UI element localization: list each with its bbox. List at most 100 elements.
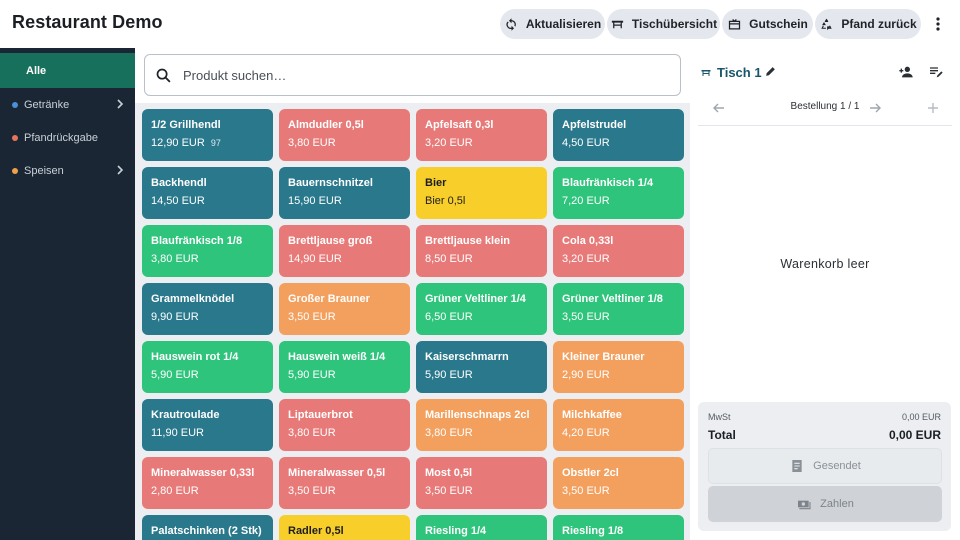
table-overview-button[interactable]: Tischübersicht xyxy=(607,9,720,39)
product-name: Palatschinken (2 Stk) xyxy=(151,525,262,537)
product-name: Mineralwasser 0,5l xyxy=(288,467,386,479)
product-tile[interactable]: Kleiner Brauner 2,90 EUR xyxy=(553,341,684,393)
product-tile[interactable]: Obstler 2cl 3,50 EUR xyxy=(553,457,684,509)
product-tile[interactable]: Riesling 1/8 xyxy=(553,515,684,540)
product-tile[interactable]: Bier Bier 0,5l xyxy=(416,167,547,219)
sent-button[interactable]: Gesendet xyxy=(708,448,942,484)
order-navigation: Bestellung 1 / 1 xyxy=(698,94,952,126)
product-price: 4,50 EUR xyxy=(562,137,675,149)
refresh-icon xyxy=(506,17,516,31)
table-title-label: Tisch 1 xyxy=(717,65,762,80)
product-price: 3,20 EUR xyxy=(562,253,675,265)
product-price-value: 8,50 EUR xyxy=(425,253,473,265)
product-tile[interactable]: Riesling 1/4 xyxy=(416,515,547,540)
refresh-button[interactable]: Aktualisieren xyxy=(500,9,605,39)
product-price-value: 2,80 EUR xyxy=(151,485,199,497)
sidebar-item-food[interactable]: Speisen xyxy=(0,154,135,187)
product-search[interactable] xyxy=(144,54,681,96)
product-tile[interactable]: Kaiserschmarrn 5,90 EUR xyxy=(416,341,547,393)
add-order-icon[interactable] xyxy=(926,101,940,115)
product-stock: 97 xyxy=(210,138,221,148)
product-price-value: 14,50 EUR xyxy=(151,195,205,207)
product-name: Grammelknödel xyxy=(151,293,235,305)
total-value: 0,00 EUR xyxy=(888,428,941,442)
product-name: Riesling 1/4 xyxy=(425,525,487,537)
product-tile[interactable]: Palatschinken (2 Stk) xyxy=(142,515,273,540)
product-name: Hauswein weiß 1/4 xyxy=(288,351,386,363)
table-title[interactable]: Tisch 1 xyxy=(700,65,762,80)
sidebar-item-drinks[interactable]: Getränke xyxy=(0,88,135,121)
product-tile[interactable]: Radler 0,5l xyxy=(279,515,410,540)
sidebar-item-all[interactable]: Alle xyxy=(0,53,135,88)
product-price: 2,90 EUR xyxy=(562,369,675,381)
empty-cart-text: Warenkorb leer xyxy=(780,257,870,271)
product-name: Bier xyxy=(425,177,447,189)
product-name: Kleiner Brauner xyxy=(562,351,645,363)
product-tile[interactable]: Grüner Veltliner 1/4 6,50 EUR xyxy=(416,283,547,335)
product-tile[interactable]: Blaufränkisch 1/8 3,80 EUR xyxy=(142,225,273,277)
product-name: Blaufränkisch 1/8 xyxy=(151,235,243,247)
product-tile[interactable]: Hauswein rot 1/4 5,90 EUR xyxy=(142,341,273,393)
add-guest-icon[interactable] xyxy=(898,64,914,80)
product-price-value: 4,50 EUR xyxy=(562,137,610,149)
product-tile[interactable]: Großer Brauner 3,50 EUR xyxy=(279,283,410,335)
product-tile[interactable]: Grammelknödel 9,90 EUR xyxy=(142,283,273,335)
product-name: Brettljause klein xyxy=(425,235,510,247)
deposit-return-button[interactable]: Pfand zurück xyxy=(815,9,921,39)
product-tile[interactable]: Most 0,5l 3,50 EUR xyxy=(416,457,547,509)
product-price: 3,50 EUR xyxy=(425,485,538,497)
product-tile[interactable]: Bauernschnitzel 15,90 EUR xyxy=(279,167,410,219)
arrow-left-icon[interactable] xyxy=(712,101,726,115)
voucher-button[interactable]: Gutschein xyxy=(722,9,813,39)
product-tile[interactable]: Backhendl 14,50 EUR xyxy=(142,167,273,219)
product-price: 14,50 EUR xyxy=(151,195,264,207)
product-tile[interactable]: Blaufränkisch 1/4 7,20 EUR xyxy=(553,167,684,219)
sidebar-item-deposit-return[interactable]: Pfandrückgabe xyxy=(0,121,135,154)
more-vert-icon[interactable] xyxy=(928,14,948,34)
product-price-value: 3,80 EUR xyxy=(425,427,473,439)
product-tile[interactable]: Brettljause klein 8,50 EUR xyxy=(416,225,547,277)
pencil-icon[interactable] xyxy=(764,65,777,78)
product-tile[interactable]: 1/2 Grillhendl 12,90 EUR 97 xyxy=(142,109,273,161)
search-input[interactable] xyxy=(183,65,663,85)
product-tile[interactable]: Cola 0,33l 3,20 EUR xyxy=(553,225,684,277)
order-summary: MwSt 0,00 EUR Total 0,00 EUR Gesendet Za… xyxy=(698,402,951,531)
product-name: Blaufränkisch 1/4 xyxy=(562,177,654,189)
recycle-icon xyxy=(821,18,832,30)
product-grid-area: 1/2 Grillhendl 12,90 EUR 97 Almdudler 0,5l 3… xyxy=(135,103,690,540)
product-tile[interactable]: Krautroulade 11,90 EUR xyxy=(142,399,273,451)
product-tile[interactable]: Apfelsaft 0,3l 3,20 EUR xyxy=(416,109,547,161)
product-tile[interactable]: Grüner Veltliner 1/8 3,50 EUR xyxy=(553,283,684,335)
product-price: 3,20 EUR xyxy=(425,137,538,149)
sidebar-item-label: Alle xyxy=(26,64,47,77)
product-name: Most 0,5l xyxy=(425,467,473,479)
product-tile[interactable]: Hauswein weiß 1/4 5,90 EUR xyxy=(279,341,410,393)
product-tile[interactable]: Liptauerbrot 3,80 EUR xyxy=(279,399,410,451)
product-tile[interactable]: Almdudler 0,5l 3,80 EUR xyxy=(279,109,410,161)
pay-button[interactable]: Zahlen xyxy=(708,486,942,522)
product-tile[interactable]: Brettljause groß 14,90 EUR xyxy=(279,225,410,277)
product-price-value: 5,90 EUR xyxy=(288,369,336,381)
order-notes-icon[interactable] xyxy=(928,64,944,80)
product-name: Backhendl xyxy=(151,177,207,189)
sent-button-label: Gesendet xyxy=(813,460,861,472)
product-price-value: Bier 0,5l xyxy=(425,195,466,207)
product-price-value: 7,20 EUR xyxy=(562,195,610,207)
product-price: 9,90 EUR xyxy=(151,311,264,323)
product-name: Almdudler 0,5l xyxy=(288,119,364,131)
product-price-value: 3,50 EUR xyxy=(425,485,473,497)
sidebar-item-label: Pfandrückgabe xyxy=(24,131,98,144)
product-price-value: 2,90 EUR xyxy=(562,369,610,381)
product-tile[interactable]: Mineralwasser 0,33l 2,80 EUR xyxy=(142,457,273,509)
top-bar: Restaurant Demo Aktualisieren Tischübers… xyxy=(0,0,960,48)
product-price-value: 12,90 EUR xyxy=(151,137,205,149)
product-tile[interactable]: Mineralwasser 0,5l 3,50 EUR xyxy=(279,457,410,509)
app-title: Restaurant Demo xyxy=(12,12,163,32)
arrow-right-icon[interactable] xyxy=(868,101,882,115)
product-price: 12,90 EUR 97 xyxy=(151,137,264,149)
product-tile[interactable]: Apfelstrudel 4,50 EUR xyxy=(553,109,684,161)
product-tile[interactable]: Milchkaffee 4,20 EUR xyxy=(553,399,684,451)
product-price-value: 3,50 EUR xyxy=(288,311,336,323)
product-price: 14,90 EUR xyxy=(288,253,401,265)
product-tile[interactable]: Marillenschnaps 2cl 3,80 EUR xyxy=(416,399,547,451)
